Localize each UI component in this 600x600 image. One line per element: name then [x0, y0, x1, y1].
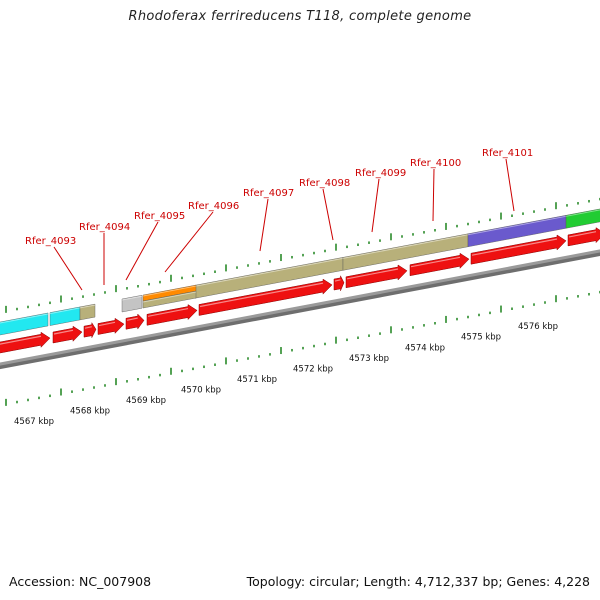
gene-label[interactable]: Rfer_4095 [134, 211, 185, 222]
feature-khaki-4 [142, 290, 197, 309]
cds-arrow-3 [83, 321, 97, 338]
feature-layer [0, 208, 600, 354]
cds-arrow-5 [125, 313, 145, 330]
feature-gray-1 [121, 294, 143, 313]
gene-label[interactable]: Rfer_4094 [79, 222, 130, 233]
feature-khaki-3-highlight [342, 234, 469, 259]
kbp-label: 4572 kbp [293, 364, 333, 374]
feature-cyan-1 [0, 312, 49, 336]
kbp-label: 4574 kbp [405, 343, 445, 353]
accession-text: Accession: NC_007908 [9, 574, 152, 589]
cds-arrow-4-highlight [98, 321, 116, 327]
gene-leader-line [322, 188, 334, 241]
gene-label[interactable]: Rfer_4098 [299, 178, 350, 189]
gene-leader-line [53, 246, 83, 291]
feature-green-1-highlight [565, 209, 600, 217]
kbp-label: 4568 kbp [70, 406, 110, 416]
cds-arrow-2 [52, 325, 83, 344]
cds-arrow-9-highlight [346, 268, 399, 280]
cds-arrow-12-highlight [568, 231, 597, 238]
cds-arrow-3-highlight [84, 326, 92, 329]
cds-arrow-8 [333, 275, 345, 291]
gene-label[interactable]: Rfer_4097 [243, 188, 294, 199]
gene-leader-line [259, 198, 269, 252]
gene-leader-line [505, 158, 515, 212]
feature-green-1 [565, 208, 600, 229]
label-layer: 4567 kbp 4568 kbp 4569 kbp 4570 kbp 4571 kbp… [14, 148, 558, 427]
feature-khaki-4-highlight [142, 291, 197, 303]
tick-layer [5, 197, 600, 406]
cds-arrow-2-highlight [53, 329, 74, 335]
cds-arrow-5-highlight [126, 317, 138, 321]
cds-arrow-8-highlight [334, 279, 341, 282]
cds-arrow-10-highlight [410, 256, 461, 268]
gene-label[interactable]: Rfer_4100 [410, 158, 461, 169]
kbp-label: 4573 kbp [349, 354, 389, 364]
cds-arrow-1-highlight [0, 335, 42, 345]
gene-label[interactable]: Rfer_4093 [25, 236, 76, 247]
feature-orange-1-highlight [142, 285, 197, 297]
feature-cyan-2-highlight [49, 307, 81, 315]
cds-arrow-6-highlight [147, 307, 189, 317]
genome-backbone [0, 249, 600, 366]
kbp-label: 4567 kbp [14, 417, 54, 427]
kbp-label: 4576 kbp [518, 322, 558, 332]
feature-khaki-1 [79, 303, 96, 321]
kbp-label: 4569 kbp [126, 396, 166, 406]
cds-arrow-7-highlight [199, 282, 324, 308]
gene-label[interactable]: Rfer_4099 [355, 168, 406, 179]
genome-backbone-shadow [0, 251, 600, 370]
kbp-label: 4571 kbp [237, 375, 277, 385]
feature-purple-1-highlight [467, 215, 567, 236]
gene-leader-line [164, 211, 214, 273]
cds-arrow-10 [409, 252, 470, 277]
feature-gray-1-highlight [121, 295, 143, 301]
genome-summary-text: Topology: circular; Length: 4,712,337 bp… [246, 574, 590, 589]
kbp-label: 4575 kbp [461, 333, 501, 343]
gene-label[interactable]: Rfer_4101 [482, 148, 533, 159]
gene-leader-line [432, 168, 435, 222]
gene-label[interactable]: Rfer_4096 [188, 201, 239, 212]
feature-cyan-1-highlight [0, 313, 49, 324]
cds-arrow-4 [97, 317, 125, 335]
map-title: Rhodoferax ferrireducens T118, complete … [128, 9, 472, 24]
cds-arrow-11-highlight [471, 238, 558, 256]
feature-khaki-2-highlight [194, 257, 344, 287]
gene-leader-line [125, 221, 159, 281]
feature-khaki-1-highlight [79, 304, 96, 309]
gene-leader-line [371, 178, 380, 233]
kbp-label: 4570 kbp [181, 386, 221, 396]
feature-cyan-2 [49, 306, 81, 326]
